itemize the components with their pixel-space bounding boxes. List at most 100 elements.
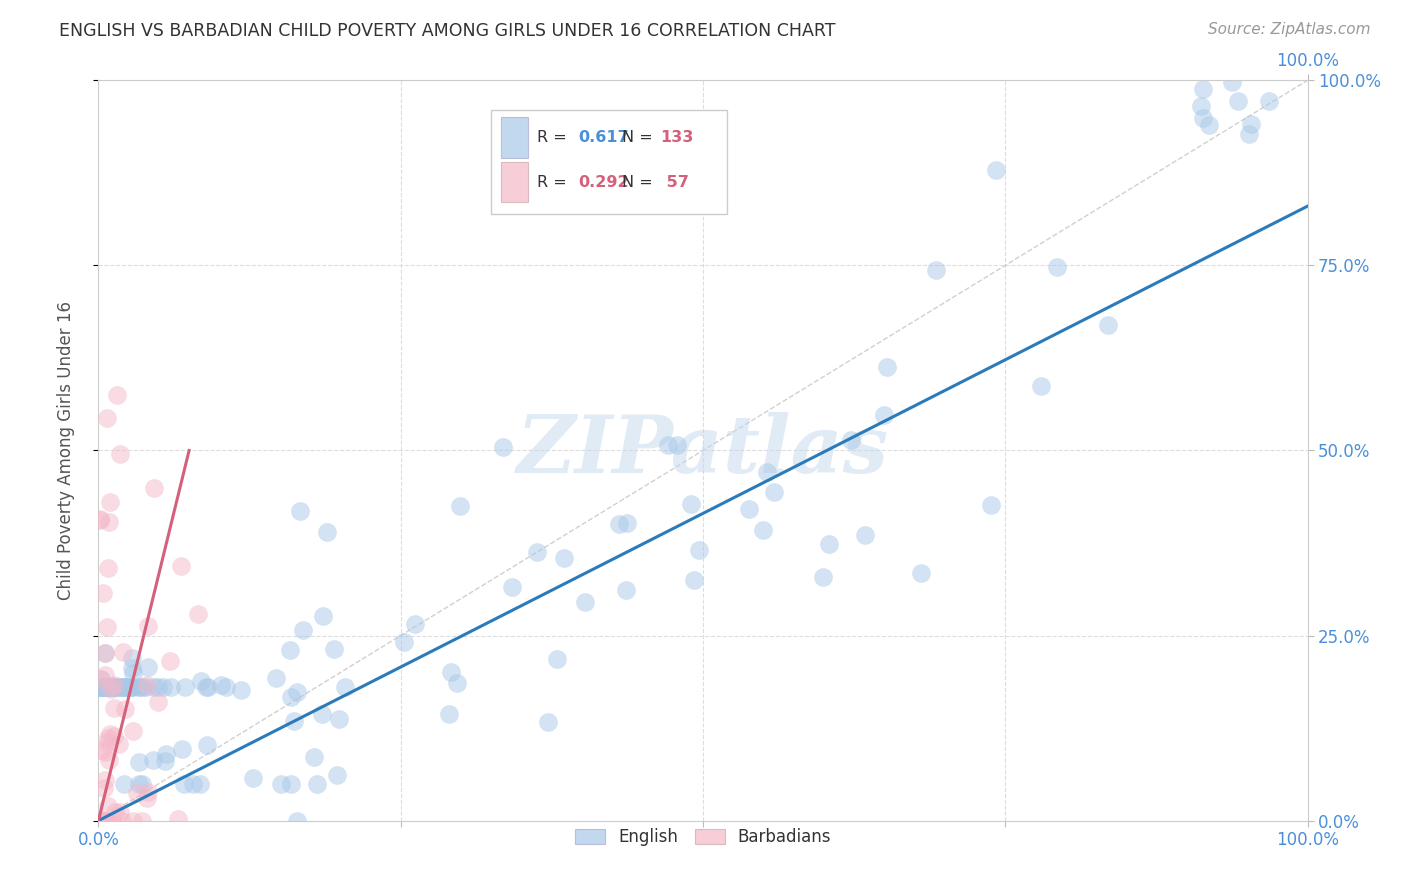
Point (101, 681, 124, 695)
Point (270, 776, 292, 791)
Point (183, 776, 205, 791)
Point (114, 702, 136, 716)
Point (316, 525, 339, 540)
Point (404, 616, 426, 631)
Point (312, 609, 335, 624)
Point (90, 672, 112, 686)
Point (96, 681, 118, 695)
Point (553, 550, 575, 565)
Point (94, 746, 117, 760)
Point (242, 771, 264, 785)
Point (876, 360, 898, 375)
Point (616, 516, 638, 530)
Text: Source: ZipAtlas.com: Source: ZipAtlas.com (1208, 22, 1371, 37)
Point (1198, 118, 1220, 132)
Point (89, 672, 111, 686)
Point (96, 620, 118, 634)
Point (112, 681, 135, 695)
Point (679, 497, 702, 511)
Point (104, 805, 127, 819)
Point (131, 776, 153, 791)
Point (105, 387, 128, 401)
Point (155, 755, 177, 769)
Point (148, 681, 170, 695)
Point (96, 814, 118, 828)
Point (1191, 111, 1213, 125)
Point (266, 671, 288, 685)
Point (291, 623, 314, 637)
Point (188, 776, 211, 791)
Point (1220, 75, 1243, 89)
Point (873, 408, 896, 422)
Point (98, 727, 121, 741)
Point (97, 516, 120, 530)
Point (96, 411, 118, 425)
Text: N =: N = (621, 175, 658, 190)
Text: R =: R = (537, 175, 572, 190)
Point (100, 681, 122, 695)
Point (128, 776, 150, 791)
Point (288, 504, 311, 518)
FancyBboxPatch shape (501, 117, 527, 158)
Point (93, 814, 115, 828)
Point (97, 798, 120, 813)
Point (546, 652, 568, 666)
Point (111, 645, 134, 659)
Point (110, 681, 132, 695)
Point (104, 681, 127, 695)
Point (1237, 127, 1260, 141)
Point (89, 814, 111, 828)
Point (853, 528, 876, 542)
Point (285, 685, 308, 699)
Point (136, 791, 159, 805)
Point (817, 537, 839, 551)
Point (93, 780, 115, 795)
Point (195, 681, 218, 695)
Point (167, 812, 190, 826)
Point (100, 681, 122, 695)
Point (94, 647, 117, 661)
Point (93, 681, 115, 695)
Y-axis label: Child Poverty Among Girls Under 16: Child Poverty Among Girls Under 16 (56, 301, 75, 600)
Point (98, 495, 121, 509)
Point (155, 747, 177, 761)
Point (214, 681, 236, 695)
Point (688, 543, 710, 558)
Point (107, 737, 129, 751)
Point (738, 502, 761, 516)
Point (100, 814, 122, 828)
Point (280, 690, 302, 705)
Point (682, 574, 704, 588)
Point (136, 784, 159, 798)
Point (1031, 379, 1053, 393)
Point (108, 681, 131, 695)
Point (148, 694, 170, 708)
Point (89, 513, 111, 527)
Point (574, 595, 596, 609)
Point (197, 681, 219, 695)
Text: ZIPatlas: ZIPatlas (517, 412, 889, 489)
Point (190, 674, 212, 689)
Point (307, 776, 329, 791)
Point (1189, 99, 1212, 113)
Point (283, 714, 305, 728)
Point (526, 545, 548, 559)
Point (103, 678, 125, 692)
Point (135, 678, 157, 692)
Point (104, 681, 127, 695)
Point (103, 701, 125, 715)
Point (756, 465, 779, 479)
Point (90, 681, 112, 695)
Point (122, 724, 145, 739)
Point (94, 681, 117, 695)
Point (614, 582, 637, 597)
Point (1192, 82, 1215, 96)
Point (328, 713, 350, 727)
Point (94, 681, 117, 695)
Point (394, 635, 416, 649)
Point (160, 681, 183, 695)
Point (813, 570, 835, 584)
Point (94, 681, 117, 695)
Point (449, 499, 471, 513)
Point (129, 681, 152, 695)
